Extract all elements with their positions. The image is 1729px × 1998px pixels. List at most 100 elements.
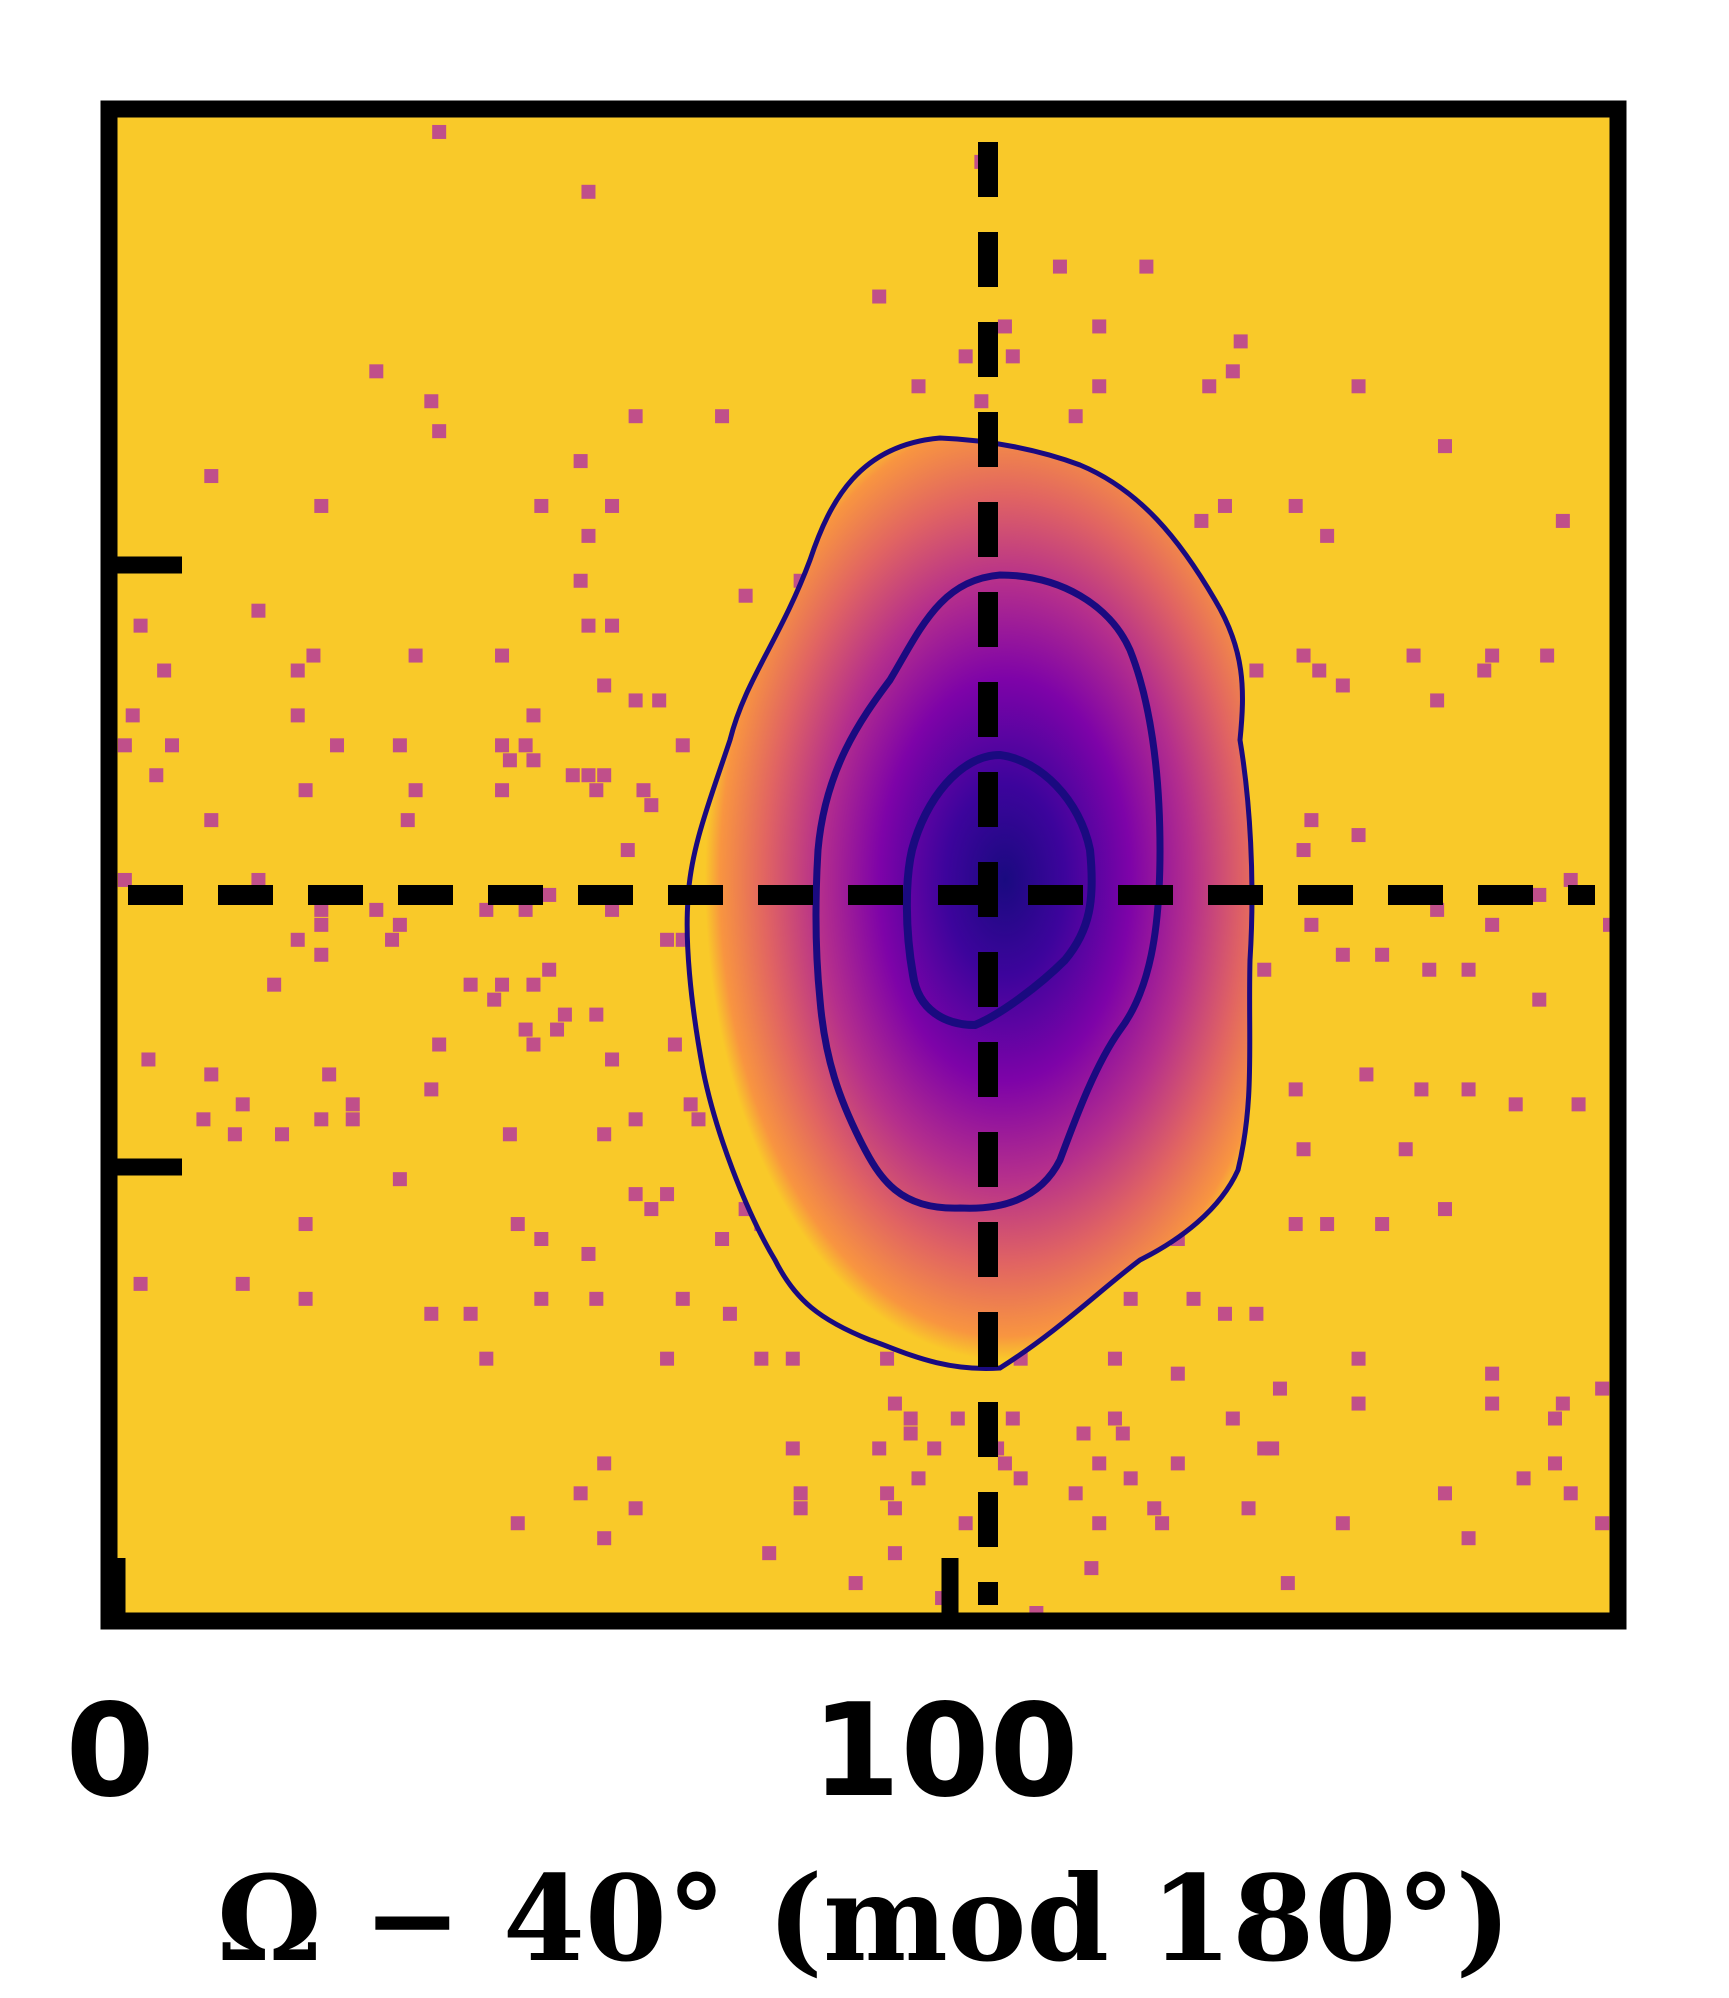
scatter-point bbox=[1225, 1411, 1240, 1426]
scatter-point bbox=[298, 1217, 313, 1232]
scatter-point bbox=[125, 708, 140, 723]
scatter-point bbox=[573, 573, 588, 588]
scatter-point bbox=[660, 1187, 675, 1202]
scatter-point bbox=[557, 1007, 572, 1022]
scatter-point bbox=[903, 1411, 918, 1426]
scatter-point bbox=[117, 738, 132, 753]
scatter-point bbox=[314, 947, 329, 962]
scatter-point bbox=[1532, 887, 1547, 902]
scatter-point bbox=[1052, 259, 1067, 274]
scatter-point bbox=[675, 1291, 690, 1306]
scatter-point bbox=[510, 1217, 525, 1232]
scatter-point bbox=[1296, 843, 1311, 858]
scatter-point bbox=[495, 738, 510, 753]
scatter-point bbox=[1603, 917, 1610, 932]
scatter-point bbox=[958, 1516, 973, 1531]
scatter-point bbox=[1335, 1516, 1350, 1531]
scatter-point bbox=[1547, 1456, 1562, 1471]
scatter-point bbox=[848, 1576, 863, 1591]
scatter-point bbox=[1555, 1396, 1570, 1411]
scatter-point bbox=[628, 1187, 643, 1202]
scatter-point bbox=[117, 872, 132, 887]
scatter-point bbox=[510, 1516, 525, 1531]
contour-inner bbox=[902, 750, 1096, 1030]
scatter-point bbox=[432, 424, 447, 439]
scatter-point bbox=[463, 977, 478, 992]
scatter-point bbox=[1477, 663, 1492, 678]
scatter-point bbox=[762, 1546, 777, 1561]
scatter-point bbox=[1202, 379, 1217, 394]
scatter-point bbox=[1123, 1471, 1138, 1486]
scatter-point bbox=[950, 1411, 965, 1426]
scatter-point bbox=[1288, 498, 1303, 513]
scatter-point bbox=[597, 678, 612, 693]
scatter-point bbox=[1461, 1531, 1476, 1546]
scatter-point bbox=[1335, 947, 1350, 962]
scatter-point bbox=[518, 902, 533, 917]
scatter-point bbox=[887, 1546, 902, 1561]
scatter-point bbox=[1320, 1217, 1335, 1232]
scatter-point bbox=[793, 1501, 808, 1516]
scatter-point bbox=[1068, 1486, 1083, 1501]
scatter-point bbox=[1186, 1291, 1201, 1306]
scatter-point bbox=[628, 693, 643, 708]
scatter-point bbox=[872, 289, 887, 304]
scatter-point bbox=[1217, 1306, 1232, 1321]
scatter-point bbox=[628, 1501, 643, 1516]
scatter-point bbox=[974, 394, 989, 409]
scatter-point bbox=[306, 648, 321, 663]
scatter-point bbox=[526, 708, 541, 723]
scatter-point bbox=[267, 977, 282, 992]
scatter-point bbox=[887, 1501, 902, 1516]
scatter-point bbox=[1139, 259, 1154, 274]
scatter-point bbox=[424, 394, 439, 409]
scatter-point bbox=[1194, 513, 1209, 528]
scatter-point bbox=[1005, 349, 1020, 364]
scatter-point bbox=[251, 603, 266, 618]
scatter-point bbox=[581, 618, 596, 633]
scatter-point bbox=[644, 1202, 659, 1217]
scatter-point bbox=[1555, 513, 1570, 528]
scatter-point bbox=[204, 813, 219, 828]
scatter-point bbox=[495, 783, 510, 798]
scatter-point bbox=[1170, 1366, 1185, 1381]
scatter-point bbox=[958, 349, 973, 364]
scatter-point bbox=[997, 1456, 1012, 1471]
scatter-point bbox=[581, 768, 596, 783]
scatter-point bbox=[660, 932, 675, 947]
scatter-point bbox=[495, 977, 510, 992]
x-axis-label: Ω − 40° (mod 180°) bbox=[217, 1849, 1512, 1988]
contour-middle bbox=[812, 571, 1164, 1212]
scatter-point bbox=[880, 1351, 895, 1366]
scatter-point bbox=[495, 648, 510, 663]
scatter-point bbox=[997, 319, 1012, 334]
scatter-point bbox=[502, 753, 517, 768]
scatter-point bbox=[1351, 1351, 1366, 1366]
reference-lines bbox=[128, 142, 1595, 1605]
scatter-point bbox=[1092, 319, 1107, 334]
scatter-point bbox=[738, 588, 753, 603]
scatter-point bbox=[1272, 1381, 1287, 1396]
scatter-point bbox=[1076, 1426, 1091, 1441]
scatter-point bbox=[1335, 678, 1350, 693]
scatter-point bbox=[542, 887, 557, 902]
scatter-point bbox=[1107, 1411, 1122, 1426]
density-contours bbox=[684, 435, 1255, 1371]
scatter-point bbox=[400, 813, 415, 828]
scatter-point bbox=[1233, 334, 1248, 349]
scatter-point bbox=[660, 1351, 675, 1366]
scatter-point bbox=[1430, 693, 1445, 708]
scatter-point bbox=[1595, 1381, 1610, 1396]
scatter-point bbox=[581, 528, 596, 543]
scatter-point bbox=[345, 1112, 360, 1127]
scatter-point bbox=[903, 1426, 918, 1441]
scatter-point bbox=[1241, 1501, 1256, 1516]
scatter-point bbox=[463, 1306, 478, 1321]
scatter-point bbox=[204, 1067, 219, 1082]
scatter-point bbox=[314, 1112, 329, 1127]
scatter-point bbox=[675, 738, 690, 753]
scatter-point bbox=[581, 1246, 596, 1261]
scatter-point bbox=[1540, 648, 1555, 663]
scatter-point bbox=[636, 783, 651, 798]
